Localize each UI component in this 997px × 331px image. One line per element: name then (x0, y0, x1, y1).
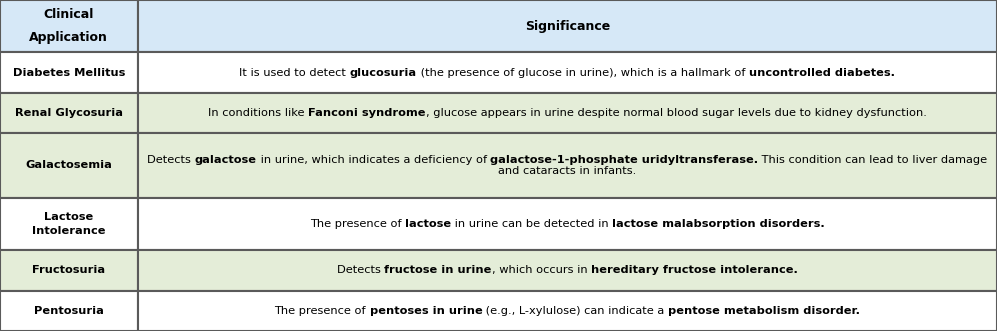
Text: Detects: Detects (147, 155, 194, 165)
Bar (138, 133, 997, 198)
Text: lactose malabsorption disorders.: lactose malabsorption disorders. (612, 219, 825, 229)
Text: in urine, which indicates a deficiency of: in urine, which indicates a deficiency o… (256, 155, 491, 165)
Text: glucosuria: glucosuria (350, 68, 417, 78)
Text: Significance: Significance (524, 20, 610, 33)
Bar (0, 133, 138, 198)
Bar (0, 198, 138, 250)
Text: This condition can lead to liver damage: This condition can lead to liver damage (759, 155, 988, 165)
Bar (0, 53, 138, 93)
Text: It is used to detect: It is used to detect (239, 68, 350, 78)
Text: Detects: Detects (337, 265, 384, 275)
Text: Galactosemia: Galactosemia (25, 161, 113, 170)
Text: The presence of: The presence of (310, 219, 405, 229)
Text: In conditions like: In conditions like (208, 108, 308, 118)
Bar (0, 0, 138, 53)
Bar (138, 291, 997, 331)
Bar (0, 93, 138, 133)
Text: , glucose appears in urine despite normal blood sugar levels due to kidney dysfu: , glucose appears in urine despite norma… (426, 108, 926, 118)
Bar (0, 291, 138, 331)
Text: galactose: galactose (194, 155, 256, 165)
Text: Lactose
Intolerance: Lactose Intolerance (32, 212, 106, 236)
Text: and cataracts in infants.: and cataracts in infants. (498, 166, 636, 176)
Text: Pentosuria: Pentosuria (34, 306, 104, 316)
Bar (0, 250, 138, 291)
Text: , which occurs in: , which occurs in (492, 265, 591, 275)
Text: fructose in urine: fructose in urine (384, 265, 492, 275)
Bar (138, 198, 997, 250)
Text: pentoses in urine: pentoses in urine (370, 306, 483, 316)
Text: Renal Glycosuria: Renal Glycosuria (15, 108, 123, 118)
Bar (138, 0, 997, 53)
Text: uncontrolled diabetes.: uncontrolled diabetes. (749, 68, 895, 78)
Bar (138, 93, 997, 133)
Text: (the presence of glucose in urine), which is a hallmark of: (the presence of glucose in urine), whic… (417, 68, 749, 78)
Bar (138, 53, 997, 93)
Text: Fructosuria: Fructosuria (32, 265, 106, 275)
Text: The presence of: The presence of (274, 306, 370, 316)
Text: in urine can be detected in: in urine can be detected in (451, 219, 612, 229)
Text: lactose: lactose (405, 219, 451, 229)
Text: galactose-1-phosphate uridyltransferase.: galactose-1-phosphate uridyltransferase. (491, 155, 759, 165)
Text: Diabetes Mellitus: Diabetes Mellitus (13, 68, 125, 78)
Bar (138, 250, 997, 291)
Text: hereditary fructose intolerance.: hereditary fructose intolerance. (591, 265, 798, 275)
Text: pentose metabolism disorder.: pentose metabolism disorder. (668, 306, 860, 316)
Text: Fanconi syndrome: Fanconi syndrome (308, 108, 426, 118)
Text: Clinical
Application: Clinical Application (29, 8, 109, 44)
Text: (e.g., L-xylulose) can indicate a: (e.g., L-xylulose) can indicate a (483, 306, 668, 316)
